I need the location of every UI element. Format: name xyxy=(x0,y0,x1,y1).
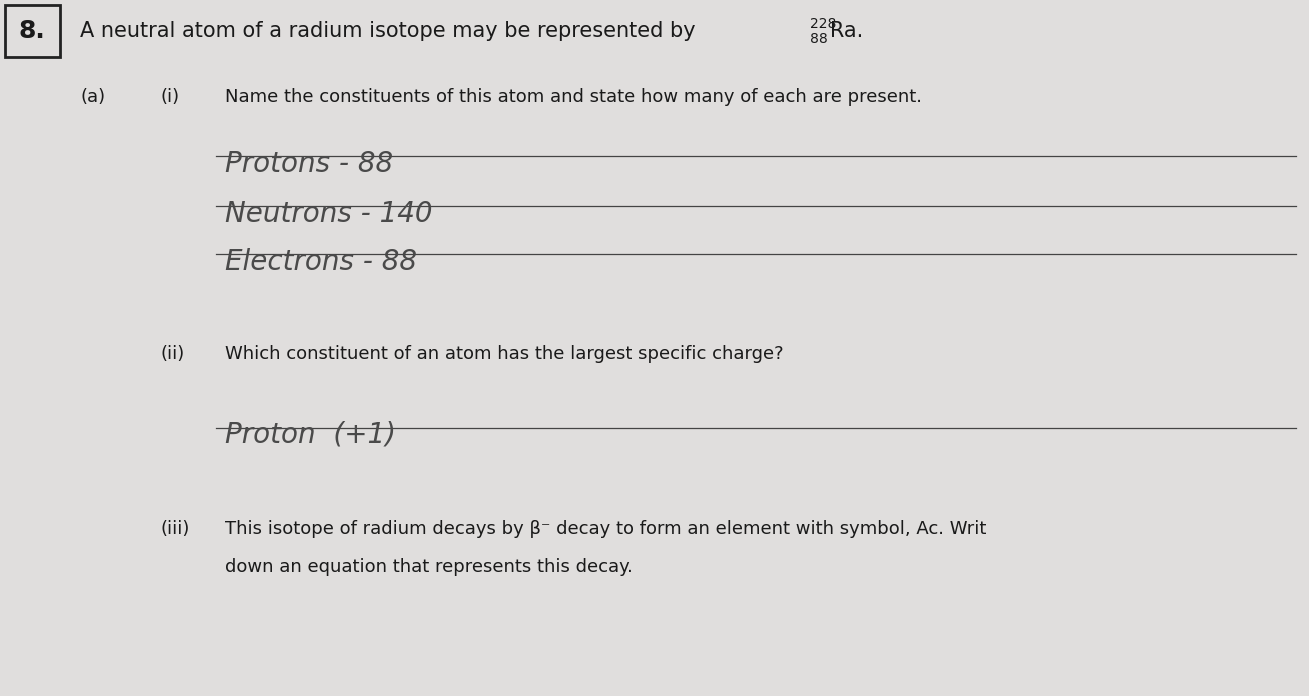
Text: Neutrons - 140: Neutrons - 140 xyxy=(225,200,432,228)
Text: down an equation that represents this decay.: down an equation that represents this de… xyxy=(225,558,632,576)
Text: (i): (i) xyxy=(160,88,179,106)
Text: (ii): (ii) xyxy=(160,345,185,363)
Text: (iii): (iii) xyxy=(160,520,190,538)
Text: 228: 228 xyxy=(810,17,836,31)
Bar xyxy=(5,5,60,57)
Text: Protons - 88: Protons - 88 xyxy=(225,150,393,178)
Text: Name the constituents of this atom and state how many of each are present.: Name the constituents of this atom and s… xyxy=(225,88,922,106)
Text: Which constituent of an atom has the largest specific charge?: Which constituent of an atom has the lar… xyxy=(225,345,784,363)
Text: Proton  (+1): Proton (+1) xyxy=(225,420,397,448)
Text: Electrons - 88: Electrons - 88 xyxy=(225,248,418,276)
Text: Ra.: Ra. xyxy=(830,21,863,41)
Text: 88: 88 xyxy=(810,32,827,46)
Text: 8.: 8. xyxy=(18,19,46,43)
Text: (a): (a) xyxy=(80,88,105,106)
Text: A neutral atom of a radium isotope may be represented by: A neutral atom of a radium isotope may b… xyxy=(80,21,702,41)
Text: This isotope of radium decays by β⁻ decay to form an element with symbol, Ac. Wr: This isotope of radium decays by β⁻ deca… xyxy=(225,520,987,538)
